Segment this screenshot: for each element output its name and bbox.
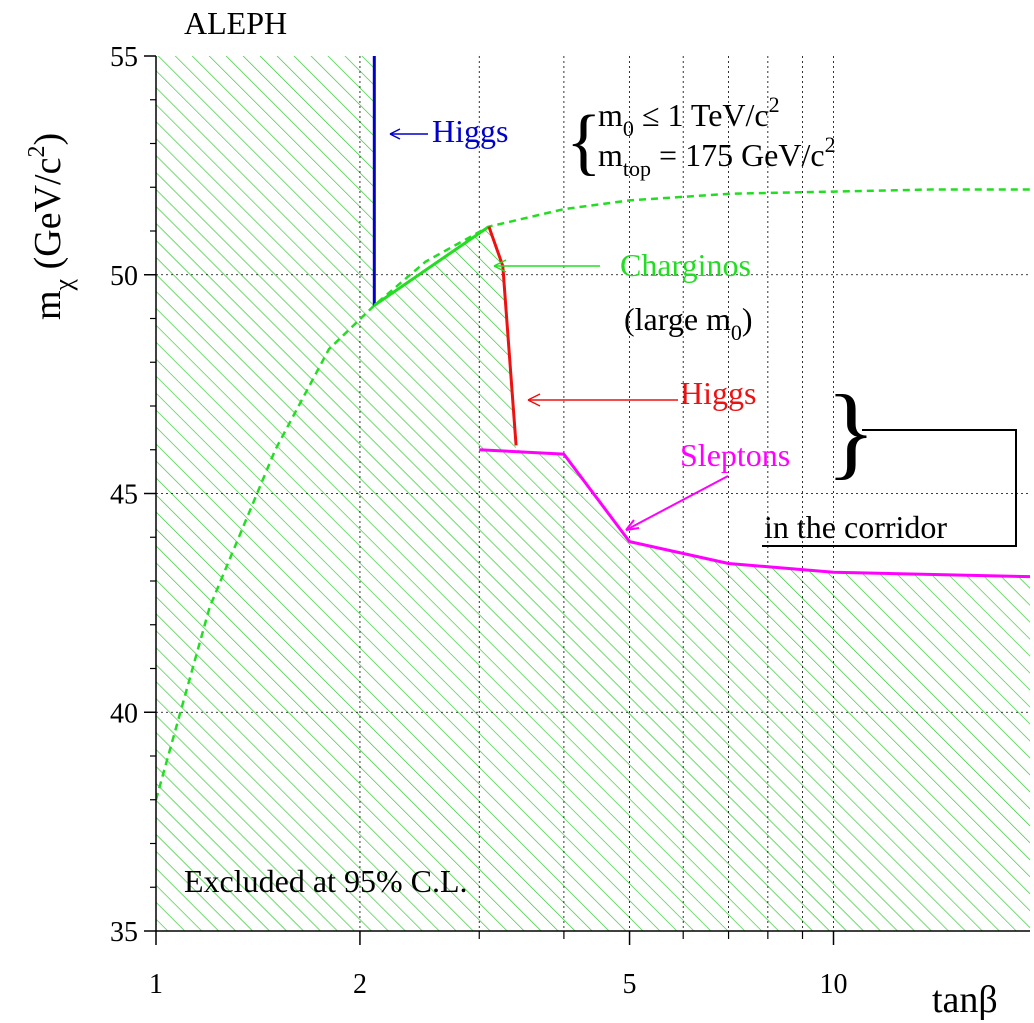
y-tick-label: 35: [110, 917, 138, 948]
higgs-red-label: Higgs: [680, 375, 756, 411]
charginos-label: Charginos: [620, 247, 751, 283]
m0-condition: m0 ≤ 1 TeV/c2: [598, 92, 780, 141]
sleptons-label: Sleptons: [680, 437, 790, 473]
excluded-label: Excluded at 95% C.L.: [184, 863, 467, 899]
experiment-label: ALEPH: [184, 5, 287, 41]
y-axis-label: mχ (GeV/c2): [24, 133, 78, 320]
higgs-blue-annotation: Higgs: [389, 113, 508, 149]
x-tick-label: 2: [353, 969, 367, 1000]
x-ticks: 1 2 5 10: [149, 931, 848, 1000]
x-tick-label: 5: [623, 969, 637, 1000]
higgs-blue-label: Higgs: [432, 113, 508, 149]
mtop-condition: mtop = 175 GeV/c2: [598, 132, 836, 181]
corridor-box: [762, 429, 1017, 547]
y-tick-label: 45: [110, 480, 138, 511]
y-tick-label: 40: [110, 698, 138, 729]
x-axis-label: tanβ: [932, 979, 998, 1021]
large-m0-label: (large m0): [624, 301, 753, 345]
x-tick-label: 1: [149, 969, 163, 1000]
series-line-charginos-1: [373, 225, 490, 307]
x-tick-label: 10: [820, 969, 848, 1000]
corridor-brace: }: [826, 374, 876, 489]
y-ticks: 35 40 45 50 55: [110, 42, 156, 948]
sleptons-annotation: Sleptons: [625, 437, 790, 531]
charginos-annotation: Charginos: [493, 247, 751, 283]
higgs-red-annotation: Higgs: [527, 375, 756, 411]
corridor-label: in the corridor: [764, 509, 947, 545]
parameter-brace: {: [566, 101, 602, 183]
y-tick-label: 55: [110, 42, 138, 73]
series-line-sleptons-3: [479, 448, 1030, 579]
y-tick-label: 50: [110, 261, 138, 292]
